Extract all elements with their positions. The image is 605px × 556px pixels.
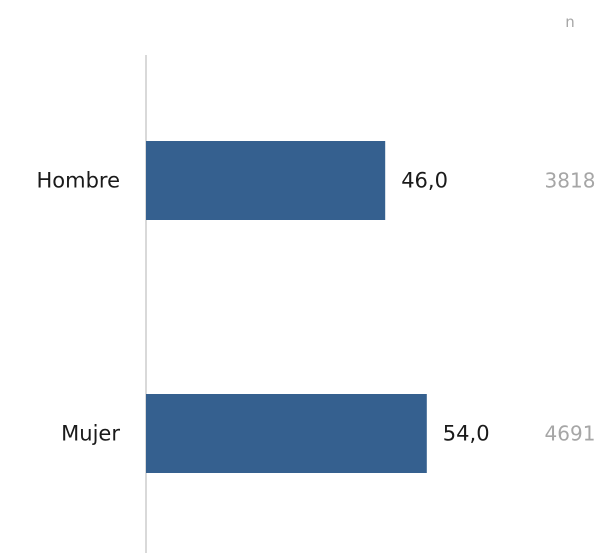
- n-value-mujer: 4691: [545, 422, 596, 446]
- category-label-hombre: Hombre: [36, 169, 120, 193]
- value-label-mujer: 54,0: [443, 422, 490, 446]
- n-value-hombre: 3818: [545, 169, 596, 193]
- value-label-hombre: 46,0: [401, 169, 448, 193]
- bar-hombre: [146, 141, 386, 220]
- bars-group: Hombre 46,0 3818 Mujer 54,0 4691: [36, 141, 595, 473]
- n-column-header: n: [565, 13, 575, 31]
- category-label-mujer: Mujer: [61, 422, 120, 446]
- bar-mujer: [146, 394, 427, 473]
